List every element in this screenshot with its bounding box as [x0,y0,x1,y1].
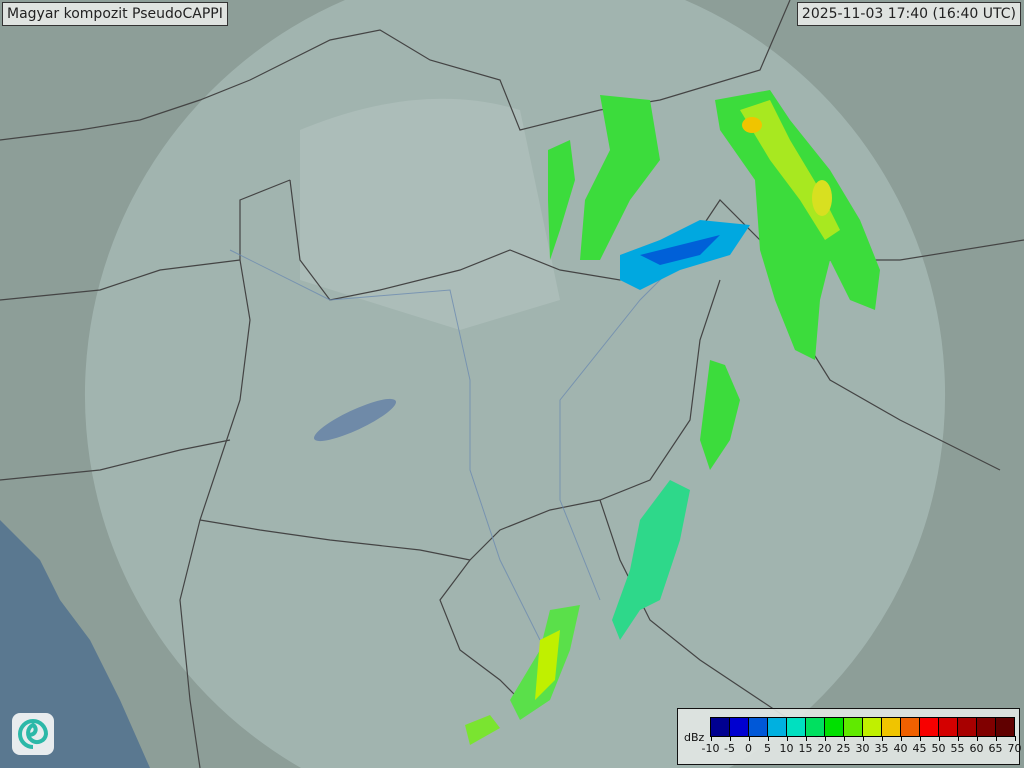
radar-echo-north-west [548,140,575,260]
radar-echo-southwest [465,715,500,745]
legend-tick [919,736,921,741]
timestamp: 2025-11-03 17:40 (16:40 UTC) [796,2,1021,26]
color-swatch [768,718,787,736]
legend-tick-label: 0 [745,742,752,755]
color-scale-bar [710,717,1015,737]
legend-tick [729,736,731,741]
radar-echo-east [700,360,740,470]
radar-echo-blue-core [640,235,720,265]
legend-tick-label: 20 [817,742,832,755]
color-swatch [996,718,1014,736]
product-title: Magyar kompozit PseudoCAPPI [2,2,228,26]
radar-coverage-area [84,0,946,768]
legend-tick [843,736,845,741]
legend-tick [824,736,826,741]
radar-echoes [465,90,880,745]
legend-tick [767,736,769,741]
legend-tick-label: 10 [779,742,794,755]
legend-tick-label: 35 [874,742,889,755]
radar-echo-north [580,95,660,260]
legend-tick [900,736,902,741]
color-swatch [730,718,749,736]
radar-echo-peak [742,117,762,133]
legend-tick-label: -5 [724,742,735,755]
legend-tick [957,736,959,741]
legend-tick [976,736,978,741]
legend-tick-label: 40 [893,742,908,755]
radar-echo-peak [812,180,832,216]
legend-tick-label: 15 [798,742,813,755]
color-swatch [825,718,844,736]
color-swatch [958,718,977,736]
legend-tick-label: 65 [988,742,1003,755]
legend-tick-label: 60 [969,742,984,755]
legend-tick-label: -10 [701,742,720,755]
color-swatch [977,718,996,736]
legend-tick [881,736,883,741]
color-swatch [806,718,825,736]
color-swatch [901,718,920,736]
lake-balaton [313,398,397,442]
legend-tick-label: 5 [764,742,771,755]
legend-tick [748,736,750,741]
radar-echo-northeast [715,90,880,360]
legend-tick [938,736,940,741]
dbz-color-legend: dBz -10 -5 0 5 10 15 20 25 30 35 40 45 50 55 60 65 70 [677,708,1022,765]
legend-tick-label: 45 [912,742,927,755]
color-swatch [920,718,939,736]
adriatic-sea [0,520,150,768]
color-swatch [882,718,901,736]
radar-echo-southeast [612,480,690,640]
color-swatch [749,718,768,736]
color-swatch [787,718,806,736]
legend-tick-label: 70 [1007,742,1022,755]
legend-tick [786,736,788,741]
legend-tick-label: 50 [931,742,946,755]
radar-echo-south-core [535,630,560,700]
legend-tick [1014,736,1016,741]
legend-tick-label: 25 [836,742,851,755]
legend-unit: dBz [684,731,705,744]
legend-tick-label: 30 [855,742,870,755]
color-swatch [863,718,882,736]
legend-tick-label: 55 [950,742,965,755]
legend-tick [995,736,997,741]
swirl-logo-icon [12,713,54,755]
color-swatch [939,718,958,736]
terrain-shading [300,98,560,330]
legend-tick [805,736,807,741]
color-swatch [844,718,863,736]
legend-tick [862,736,864,741]
legend-tick [710,736,712,741]
color-swatch [711,718,730,736]
